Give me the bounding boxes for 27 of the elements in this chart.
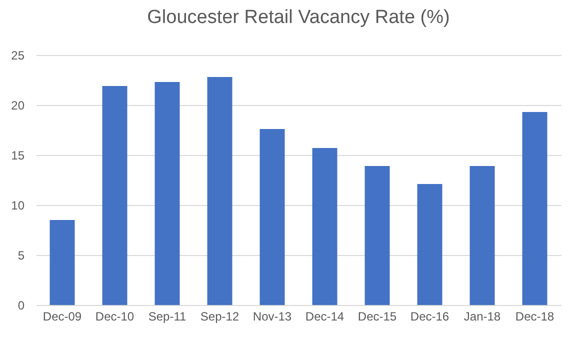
- bar: [207, 77, 232, 305]
- bar: [260, 129, 285, 305]
- x-tick-label: Dec-09: [42, 310, 82, 324]
- bar: [312, 148, 338, 305]
- y-tick-label: 0: [18, 298, 25, 312]
- bar: [470, 166, 495, 305]
- x-tick-label: Sep-12: [200, 310, 240, 324]
- y-tick-label: 25: [11, 48, 25, 62]
- x-tick-label: Dec-10: [95, 310, 134, 324]
- bar: [102, 86, 128, 305]
- x-tick-label: Dec-15: [358, 310, 397, 324]
- y-tick-label: 10: [11, 198, 25, 212]
- y-tick-label: 5: [18, 248, 25, 262]
- bar: [522, 112, 548, 305]
- x-tick-label: Dec-18: [515, 310, 554, 324]
- x-tick-label: Sep-11: [148, 310, 186, 324]
- chart-title: Gloucester Retail Vacancy Rate (%): [147, 7, 450, 28]
- x-tick-label: Dec-16: [410, 310, 450, 324]
- x-tick-label: Jan-18: [464, 310, 501, 324]
- bar: [364, 166, 390, 305]
- x-tick-label: Dec-14: [305, 310, 344, 324]
- bar: [154, 82, 180, 305]
- y-tick-label: 15: [11, 148, 25, 162]
- bar: [417, 184, 442, 305]
- bar: [50, 220, 75, 305]
- y-tick-label: 20: [11, 98, 25, 112]
- x-tick-label: Nov-13: [252, 310, 292, 324]
